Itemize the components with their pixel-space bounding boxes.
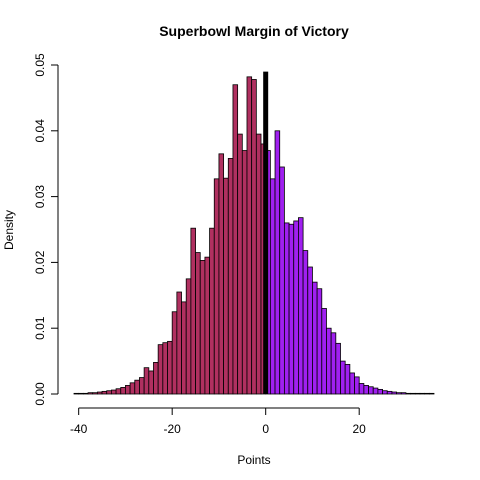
histogram-bar	[293, 220, 299, 395]
histogram-bar	[274, 130, 281, 395]
histogram-bar	[358, 383, 365, 395]
x-axis: -40 -20 0 20	[70, 407, 367, 436]
histogram-bar	[101, 390, 108, 395]
histogram-bar	[283, 222, 290, 395]
histogram-bars	[73, 76, 435, 395]
histogram-bar	[340, 360, 346, 395]
histogram-bar	[204, 256, 210, 395]
histogram-bar	[354, 376, 360, 395]
histogram-bar	[153, 362, 159, 395]
histogram-bar	[199, 260, 206, 395]
histogram-bar	[125, 385, 131, 395]
histogram-bar	[92, 392, 98, 395]
histogram-bar	[176, 291, 182, 395]
histogram-bar	[382, 390, 388, 395]
histogram-bar	[227, 158, 234, 395]
histogram-bar	[246, 76, 253, 395]
histogram-bar	[419, 392, 426, 395]
histogram-bar	[87, 392, 94, 395]
histogram-bar	[129, 382, 136, 395]
histogram-bar	[167, 340, 173, 395]
histogram-bar	[241, 150, 248, 395]
histogram-bar	[428, 392, 435, 395]
histogram-bar	[213, 178, 220, 395]
histogram-bar	[321, 308, 327, 395]
chart-title: Superbowl Margin of Victory	[159, 23, 349, 39]
histogram-bar	[363, 385, 369, 395]
histogram-bar	[279, 166, 285, 395]
histogram-bar	[139, 377, 145, 395]
histogram-bar	[424, 392, 430, 395]
histogram-bar	[162, 342, 168, 395]
histogram-bar	[396, 392, 402, 395]
histogram-bar	[171, 311, 178, 395]
x-axis-label: Points	[237, 453, 270, 467]
histogram-bar	[181, 301, 187, 395]
y-tick-label: 0.01	[33, 316, 47, 340]
histogram-bar	[372, 387, 379, 395]
histogram-bar	[330, 332, 337, 395]
histogram-bar	[120, 387, 126, 395]
y-tick-label: 0.04	[33, 119, 47, 143]
histogram-bar	[344, 363, 351, 395]
histogram-bar	[78, 392, 84, 395]
histogram-bar	[410, 392, 416, 395]
histogram-bar	[255, 133, 262, 395]
y-tick-label: 0.00	[33, 382, 47, 406]
histogram-bar	[251, 79, 257, 395]
histogram-bar	[307, 266, 313, 395]
histogram-bar	[96, 391, 103, 395]
histogram-bar	[111, 389, 117, 395]
x-tick-label: 0	[262, 422, 269, 436]
x-tick-label: 20	[353, 422, 367, 436]
y-axis-label: Density	[2, 210, 16, 250]
histogram-bar	[218, 153, 225, 395]
histogram-bar	[148, 370, 154, 395]
histogram-bar	[288, 223, 295, 395]
histogram-bar	[237, 133, 243, 395]
histogram-bar	[157, 344, 164, 395]
histogram-bar	[335, 342, 341, 395]
histogram-bar	[400, 392, 407, 395]
histogram-bar	[349, 372, 355, 395]
histogram-bar	[414, 392, 421, 395]
histogram-bar	[312, 281, 318, 395]
histogram-bar	[316, 288, 323, 395]
histogram-bar	[386, 390, 393, 395]
histogram-bar	[377, 388, 383, 395]
histogram-bar	[209, 227, 215, 395]
x-tick-label: -20	[164, 422, 182, 436]
histogram-bar	[223, 177, 229, 395]
histogram-bar	[368, 386, 374, 395]
y-tick-label: 0.02	[33, 250, 47, 274]
histogram-bar	[232, 84, 239, 395]
histogram-bar	[302, 250, 309, 395]
y-tick-label: 0.03	[33, 185, 47, 209]
histogram-bar	[106, 390, 112, 395]
histogram-bar	[115, 388, 122, 395]
histogram-bar	[134, 379, 140, 395]
histogram-bar	[405, 392, 412, 395]
histogram-bar	[185, 278, 192, 395]
histogram-bar	[143, 367, 150, 395]
histogram-bar	[326, 327, 332, 395]
histogram-bar	[269, 178, 276, 395]
histogram-bar	[298, 217, 304, 395]
histogram-bar	[73, 392, 80, 395]
histogram-bar	[195, 252, 201, 395]
y-axis: 0.00 0.01 0.02 0.03 0.04 0.05	[33, 53, 59, 406]
histogram-bar	[391, 391, 397, 395]
histogram-bar	[190, 227, 196, 395]
x-tick-label: -40	[70, 422, 88, 436]
y-tick-label: 0.05	[33, 53, 47, 77]
histogram-bar	[82, 392, 89, 395]
